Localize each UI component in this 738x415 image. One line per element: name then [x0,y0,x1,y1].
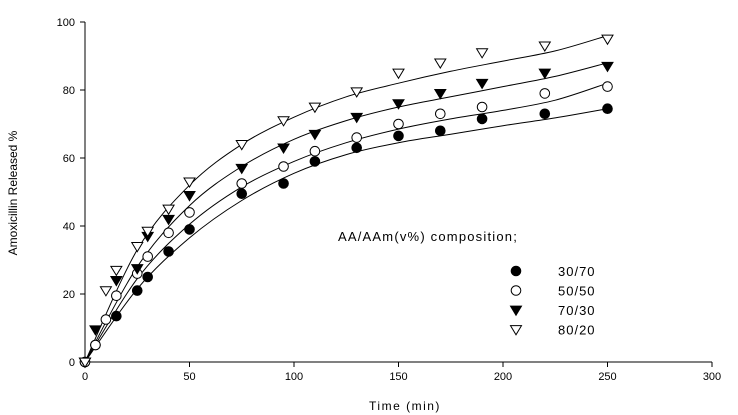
y-tick-label: 0 [69,357,75,369]
point-80-20 [277,116,290,127]
point-30-70 [435,125,446,137]
point-30-70 [142,271,153,283]
legend-marker-70-30 [509,305,523,317]
point-80-20 [433,58,447,69]
point-50-50 [393,118,404,130]
x-tick-label: 300 [703,371,721,383]
point-50-50 [539,88,551,99]
point-80-20 [162,204,175,216]
data-points [78,34,614,369]
point-30-70 [184,224,195,235]
x-tick-label: 150 [389,371,407,383]
point-80-20 [350,87,364,98]
legend-title: AA/AAm(v%) composition; [338,229,518,244]
point-50-50 [476,101,488,113]
point-80-20 [183,177,196,188]
point-30-70 [111,310,122,322]
point-80-20 [99,286,113,297]
axes-group: 0 50 100 150 200 250 300 0 20 40 60 80 100 [57,17,722,383]
point-70-30 [601,61,614,73]
point-80-20 [141,226,155,238]
point-70-30 [235,163,249,175]
point-80-20 [392,68,405,80]
point-50-50 [435,108,446,120]
y-tick-label: 20 [63,289,75,301]
point-70-30 [89,325,102,336]
point-50-50 [309,145,321,157]
point-70-30 [475,78,489,90]
point-50-50 [236,178,248,189]
point-50-50 [278,161,289,172]
point-50-50 [184,207,195,218]
x-tick-label: 0 [82,371,88,383]
point-70-30 [109,276,123,287]
point-80-20 [601,34,614,46]
point-80-20 [109,265,123,277]
legend-label: 50/50 [558,284,596,299]
y-tick-label: 100 [57,17,75,29]
fit-curve-50-50 [84,82,608,363]
point-50-50 [142,251,153,262]
point-30-70 [131,285,143,296]
point-50-50 [163,227,174,239]
x-tick-label: 50 [183,371,195,383]
legend: 30/70 50/50 70/30 80/20 [509,264,596,338]
point-80-20 [130,242,144,253]
point-30-70 [602,103,613,114]
point-70-30 [130,264,144,275]
point-50-50 [602,81,613,92]
legend-marker-80-20 [509,325,523,336]
fit-curves [84,35,608,363]
point-30-70 [476,113,488,125]
point-70-30 [162,214,175,226]
point-80-20 [475,48,489,59]
x-tick-label: 200 [494,371,512,383]
point-70-30 [183,191,196,202]
legend-marker-30-70 [510,265,522,277]
x-tick-label: 250 [598,371,616,383]
point-50-50 [351,132,363,143]
point-70-30 [392,99,405,110]
point-70-30 [350,112,364,124]
fit-curve-80-20 [84,35,608,363]
point-80-20 [308,102,322,114]
point-50-50 [100,314,112,325]
point-30-70 [351,142,363,154]
point-70-30 [433,89,447,100]
point-30-70 [393,130,404,142]
point-80-20 [538,41,552,52]
point-30-70 [236,188,248,199]
x-axis-label: Time (min) [369,399,441,413]
legend-marker-50-50 [510,285,522,296]
point-30-70 [539,108,551,120]
point-80-20 [235,140,249,151]
point-50-50 [90,339,101,351]
point-70-30 [538,68,552,80]
point-30-70 [309,156,321,167]
y-tick-label: 60 [63,153,75,165]
y-tick-label: 80 [63,85,75,97]
y-tick-label: 40 [63,221,75,233]
y-axis-label: Amoxicillin Released % [6,130,20,255]
x-tick-label: 100 [285,371,303,383]
point-30-70 [163,246,174,257]
fit-curve-30-70 [84,108,608,363]
legend-label: 70/30 [558,303,596,318]
point-70-30 [277,143,290,154]
point-50-50 [111,290,122,302]
point-70-30 [308,129,322,141]
point-80-20 [78,357,92,369]
legend-label: 30/70 [558,264,596,279]
point-30-70 [278,178,289,189]
fit-curve-70-30 [84,62,608,363]
legend-label: 80/20 [558,323,596,338]
